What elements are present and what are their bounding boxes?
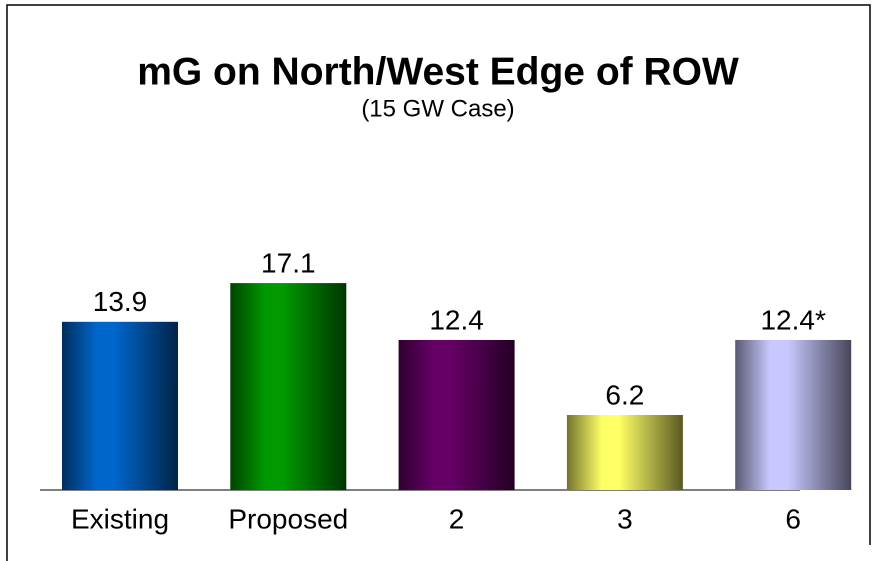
value-label: 17.1 — [261, 247, 316, 278]
bar — [735, 339, 852, 490]
bar — [62, 321, 178, 490]
x-tick-label: Existing — [71, 503, 169, 534]
value-label: 13.9 — [93, 286, 148, 317]
x-tick-label: 2 — [449, 503, 465, 534]
x-tick-label: 3 — [617, 503, 633, 534]
bar — [398, 339, 515, 490]
bar — [230, 283, 347, 490]
value-label: 6.2 — [605, 379, 644, 410]
bar — [566, 414, 683, 490]
value-label: 12.4* — [760, 304, 825, 335]
chart-subtitle: (15 GW Case) — [361, 95, 514, 122]
frame — [6, 4, 871, 561]
value-label: 12.4 — [429, 304, 484, 335]
x-tick-label: Proposed — [228, 503, 348, 534]
x-tick-label: 6 — [785, 503, 801, 534]
chart-title: mG on North/West Edge of ROW — [137, 50, 739, 93]
